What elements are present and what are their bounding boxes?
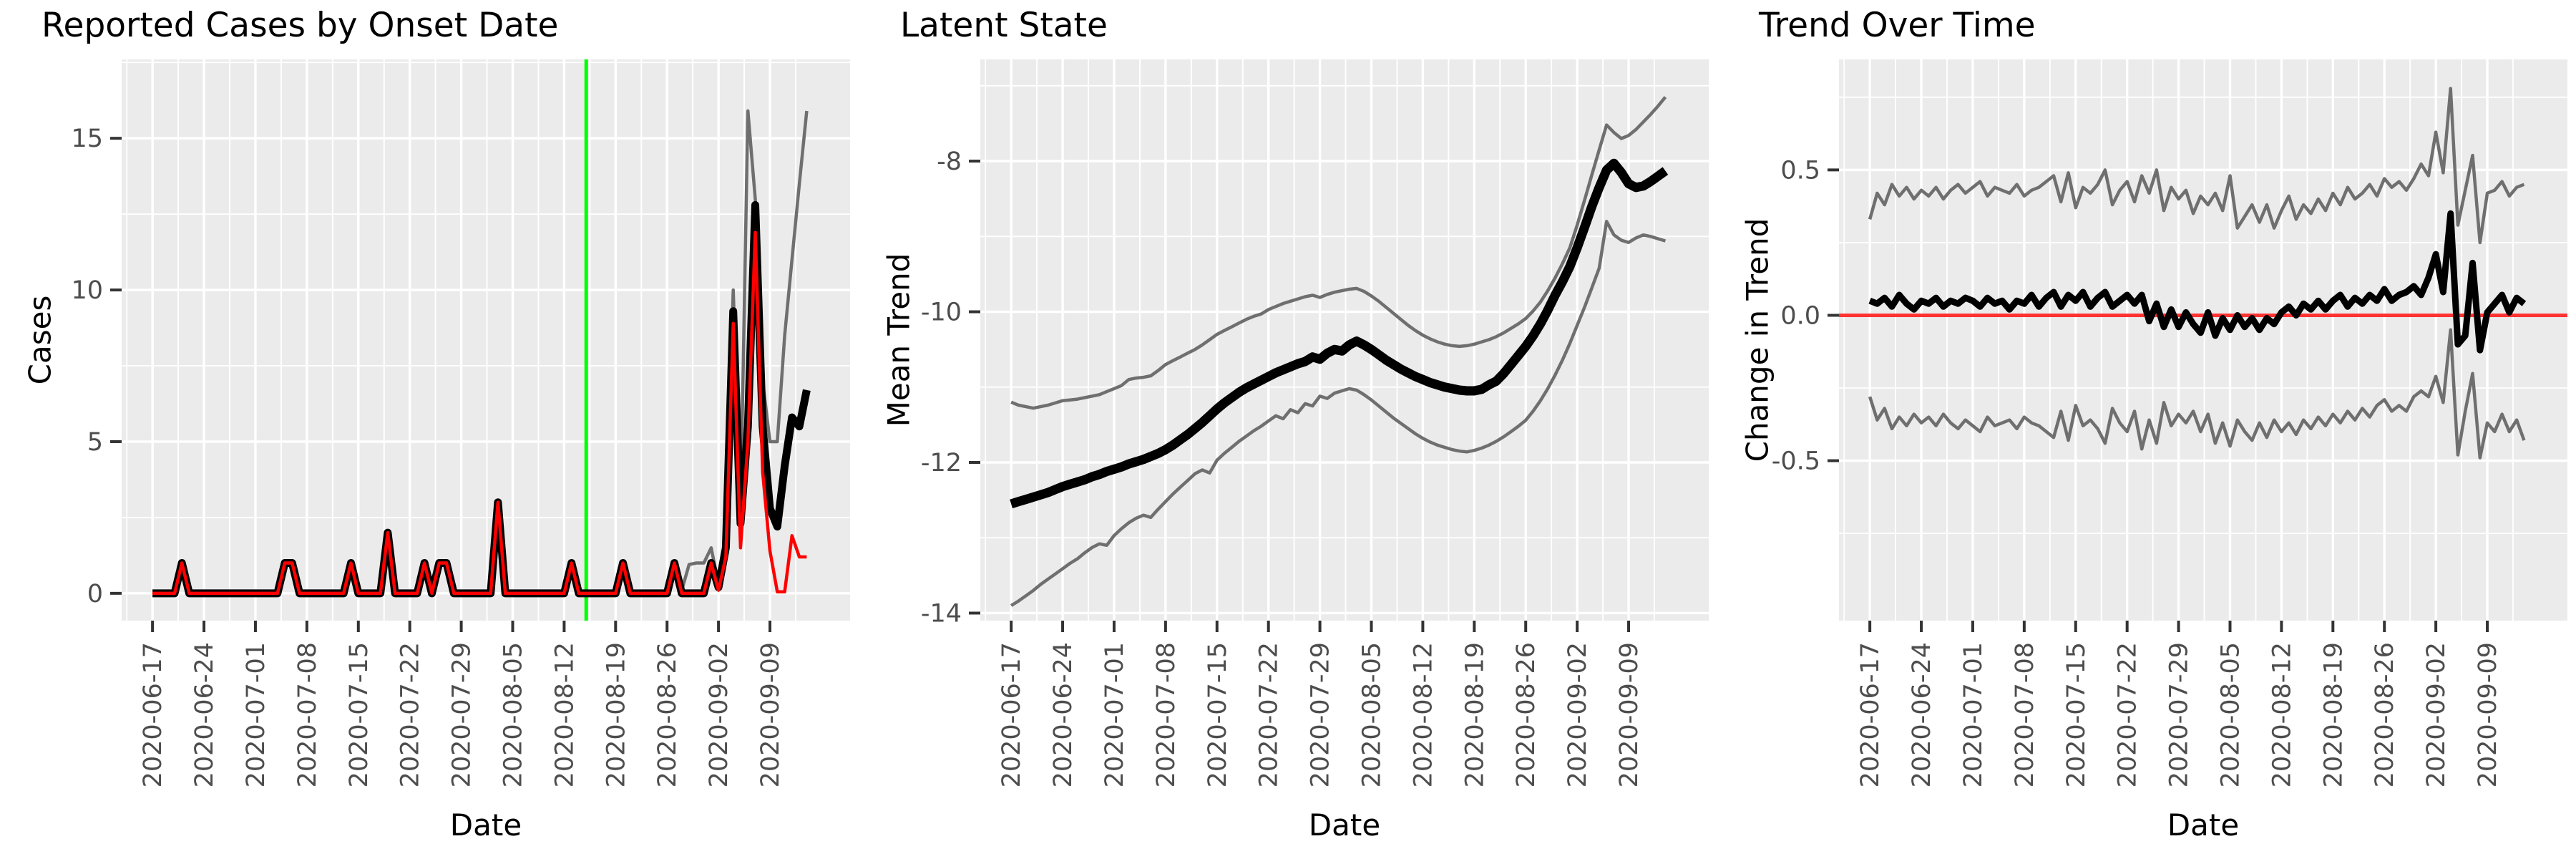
x-tick-label: 2020-06-17: [139, 642, 167, 787]
series-upper-ci-gray: [1868, 87, 2525, 245]
x-tick-label: 2020-06-24: [1049, 642, 1078, 787]
series-reported-red: [152, 230, 807, 596]
series-nowcast-gray: [680, 109, 809, 591]
series-lower-ci-gray: [1010, 220, 1667, 607]
x-tick-label: 2020-08-26: [1512, 642, 1541, 787]
x-tick-label: 2020-07-15: [2062, 642, 2091, 787]
panel-trend-over-time: Trend Over Time Change in Trend 2020-06-…: [1717, 0, 2576, 859]
x-tick-label: 2020-07-29: [2165, 642, 2194, 787]
x-tick-label: 2020-08-19: [1460, 642, 1489, 787]
x-tick-label: 2020-06-24: [1908, 642, 1936, 787]
x-tick-label: 2020-07-08: [293, 642, 322, 787]
y-tick-label: -0.5: [1772, 447, 1820, 476]
x-tick-label: 2020-06-24: [190, 642, 219, 787]
x-tick-label: 2020-07-01: [242, 642, 270, 787]
x-tick-label: 2020-08-05: [2216, 642, 2245, 787]
y-tick-label: 0.5: [1780, 156, 1820, 185]
x-tick-label: 2020-08-26: [653, 642, 682, 787]
x-tick-label: 2020-08-05: [1357, 642, 1386, 787]
axis-ticks: [969, 160, 1631, 632]
axis-ticks: [110, 137, 772, 632]
y-tick-label: -8: [937, 147, 962, 176]
x-tick-label: 2020-06-17: [1856, 642, 1885, 787]
y-tick-label: 15: [71, 125, 103, 153]
reported-cases-plot: 2020-06-17 2020-06-24 2020-07-01 2020-07-08…: [71, 59, 850, 787]
panel-title: Latent State: [900, 6, 1108, 45]
x-tick-label: 2020-07-22: [396, 642, 425, 787]
panel-latent-state: Latent State Mean Trend 2020-06-17 2020-0…: [859, 0, 1717, 859]
y-tick-label: -10: [921, 299, 962, 327]
x-axis-title: Date: [449, 807, 522, 843]
latent-state-plot: 2020-06-17 2020-06-24 2020-07-01 2020-07-08…: [921, 59, 1709, 787]
x-tick-label: 2020-07-08: [2011, 642, 2039, 787]
x-tick-label: 2020-07-29: [448, 642, 477, 787]
y-tick-label: -12: [921, 449, 962, 477]
x-tick-label: 2020-08-26: [2371, 642, 2399, 787]
axis-ticks: [1828, 168, 2489, 632]
x-tick-label: 2020-07-08: [1152, 642, 1181, 787]
x-tick-label: 2020-07-29: [1307, 642, 1335, 787]
series-lower-ci-gray: [1868, 328, 2526, 460]
panel-reported-cases: Reported Cases by Onset Date Cases 2020-…: [0, 0, 859, 859]
x-tick-label: 2020-09-02: [2422, 642, 2451, 787]
series-mean-trend-black: [1010, 158, 1669, 509]
x-tick-label: 2020-08-12: [2268, 642, 2296, 787]
x-tick-label: 2020-08-05: [499, 642, 527, 787]
trend-over-time-plot: 2020-06-17 2020-06-24 2020-07-01 2020-07-08…: [1772, 59, 2567, 787]
grid-minor: [980, 59, 1709, 621]
y-tick-label: 0.0: [1780, 301, 1820, 330]
y-tick-label: 5: [87, 428, 103, 457]
x-tick-label: 2020-07-15: [1204, 642, 1232, 787]
x-tick-label: 2020-08-12: [1409, 642, 1438, 787]
x-tick-label: 2020-08-19: [2319, 642, 2348, 787]
x-tick-label: 2020-06-17: [997, 642, 1026, 787]
x-tick-label: 2020-09-09: [2474, 642, 2502, 787]
y-tick-label: 0: [87, 580, 103, 608]
y-tick-label: -14: [921, 599, 962, 628]
panel-title: Trend Over Time: [1759, 6, 2036, 45]
x-tick-label: 2020-07-01: [1959, 642, 1988, 787]
panel-title: Reported Cases by Onset Date: [42, 6, 559, 45]
x-tick-label: 2020-08-19: [602, 642, 630, 787]
panel-bg: [980, 59, 1709, 621]
x-tick-label: 2020-09-09: [1615, 642, 1644, 787]
x-tick-label: 2020-07-22: [1255, 642, 1284, 787]
series-upper-ci-gray: [1010, 96, 1667, 410]
x-axis-title: Date: [1308, 807, 1381, 843]
x-tick-label: 2020-07-15: [345, 642, 374, 787]
x-tick-label: 2020-07-01: [1101, 642, 1129, 787]
x-tick-label: 2020-08-12: [550, 642, 579, 787]
x-tick-label: 2020-09-02: [1563, 642, 1592, 787]
x-tick-label: 2020-07-22: [2114, 642, 2142, 787]
x-axis-title: Date: [2167, 807, 2240, 843]
series-trend-change-black: [1868, 210, 2527, 354]
x-tick-label: 2020-09-09: [756, 642, 785, 787]
x-tick-label: 2020-09-02: [705, 642, 733, 787]
y-tick-label: 10: [71, 276, 103, 305]
grid-major: [980, 59, 1709, 621]
